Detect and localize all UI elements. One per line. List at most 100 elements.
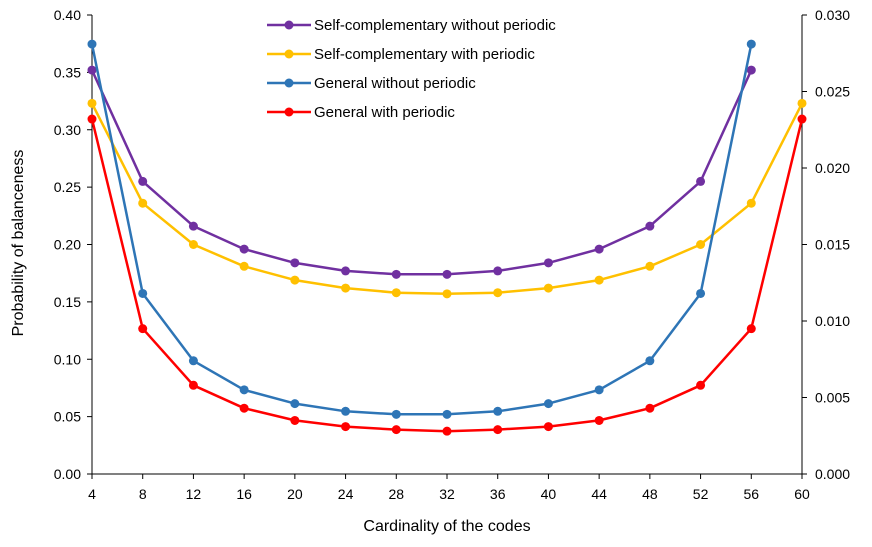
y2-tick-label: 0.015 [815, 237, 850, 253]
data-point [391, 425, 401, 435]
data-point [442, 409, 452, 419]
data-point [290, 399, 300, 409]
x-tick-label: 48 [642, 486, 658, 502]
data-point [797, 98, 807, 108]
data-point [493, 288, 503, 298]
data-point [391, 409, 401, 419]
data-point [138, 198, 148, 208]
data-point [87, 114, 97, 124]
y-tick-label: 0.15 [54, 294, 81, 310]
legend-marker [284, 107, 294, 117]
y2-tick-label: 0.020 [815, 160, 850, 176]
data-point [543, 422, 553, 432]
data-point [239, 244, 249, 254]
data-point [138, 324, 148, 334]
data-point [239, 261, 249, 271]
data-point [341, 266, 351, 276]
data-point [645, 221, 655, 231]
legend-marker [284, 20, 294, 30]
series-line [90, 69, 753, 276]
data-point [594, 244, 604, 254]
y-tick-label: 0.05 [54, 409, 81, 425]
data-point [87, 65, 97, 75]
data-point [746, 39, 756, 49]
x-tick-label: 44 [591, 486, 607, 502]
data-point [594, 275, 604, 285]
data-point [188, 240, 198, 249]
data-point [645, 261, 655, 271]
data-point [493, 425, 503, 435]
y-tick-label: 0.40 [54, 7, 81, 23]
data-point [188, 356, 198, 366]
x-tick-label: 40 [541, 486, 557, 502]
x-tick-label: 16 [236, 486, 252, 502]
data-point [442, 269, 452, 279]
legend-marker [284, 49, 294, 59]
legend-item: General with periodic [267, 104, 455, 121]
legend-item: General without periodic [267, 75, 476, 92]
y-tick-label: 0.00 [54, 466, 81, 482]
data-point [493, 266, 503, 276]
data-point [594, 385, 604, 395]
series-2 [87, 98, 807, 299]
data-point [341, 422, 351, 432]
x-tick-label: 20 [287, 486, 303, 502]
data-point [290, 415, 300, 425]
legend-item: Self-complementary without periodic [267, 17, 556, 34]
data-point [239, 403, 249, 413]
data-point [696, 288, 706, 298]
series-1 [87, 65, 756, 279]
chart-legend: Self-complementary without periodic Self-… [267, 17, 556, 121]
data-point [543, 283, 553, 293]
data-point [290, 258, 300, 268]
data-point [188, 380, 198, 390]
data-point [341, 406, 351, 416]
data-point [87, 98, 97, 108]
legend-label: Self-complementary with periodic [314, 46, 535, 63]
data-point [696, 240, 706, 249]
data-point [594, 415, 604, 425]
data-point [543, 258, 553, 268]
y-axis-label: Probability of balanceness [10, 150, 27, 337]
data-point [188, 221, 198, 231]
x-tick-label: 36 [490, 486, 506, 502]
x-tick-label: 12 [186, 486, 202, 502]
data-point [746, 324, 756, 334]
data-point [645, 403, 655, 413]
y2-tick-label: 0.010 [815, 313, 850, 329]
legend-label: Self-complementary without periodic [314, 17, 556, 34]
data-point [493, 406, 503, 416]
x-tick-label: 28 [388, 486, 404, 502]
legend-label: General with periodic [314, 104, 455, 121]
data-point [391, 269, 401, 279]
x-tick-label: 56 [743, 486, 759, 502]
data-point [138, 288, 148, 298]
series-3 [87, 39, 756, 419]
data-point [391, 288, 401, 298]
data-point [341, 283, 351, 293]
legend-item: Self-complementary with periodic [267, 46, 535, 63]
data-point [645, 356, 655, 366]
y-tick-label: 0.30 [54, 122, 81, 138]
x-tick-label: 60 [794, 486, 810, 502]
y-tick-label: 0.35 [54, 64, 81, 80]
legend-marker [284, 78, 294, 88]
y2-tick-label: 0.030 [815, 7, 850, 23]
data-point [543, 399, 553, 409]
data-point [746, 65, 756, 75]
data-point [239, 385, 249, 395]
x-tick-label: 4 [88, 486, 96, 502]
chart-axes: 0.00 0.05 0.10 0.15 0.20 0.25 0.30 0.35 0.40 0.00… [54, 7, 850, 502]
data-point [138, 176, 148, 186]
y-tick-label: 0.25 [54, 179, 81, 195]
series-line [90, 43, 753, 416]
data-point [696, 380, 706, 390]
x-tick-label: 52 [693, 486, 709, 502]
x-tick-label: 8 [139, 486, 147, 502]
data-point [442, 289, 452, 299]
y2-tick-label: 0.005 [815, 390, 850, 406]
y-tick-label: 0.20 [54, 237, 81, 253]
series-line [90, 102, 804, 296]
data-point [746, 198, 756, 208]
